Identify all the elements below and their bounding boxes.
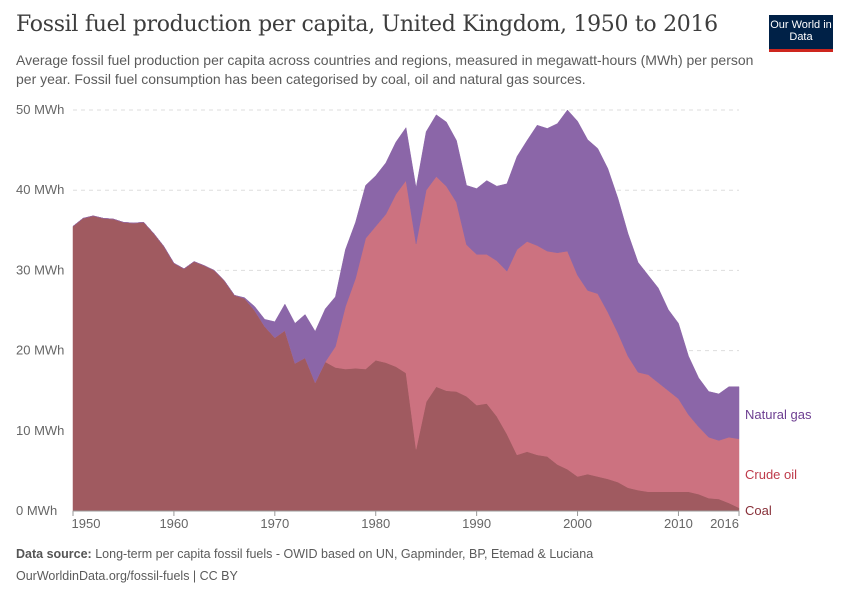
- legend-label-crude-oil: Crude oil: [745, 467, 797, 482]
- source-text: Long-term per capita fossil fuels - OWID…: [95, 547, 594, 561]
- x-tick-label: 2016: [710, 516, 739, 531]
- chart-subtitle: Average fossil fuel production per capit…: [16, 52, 754, 87]
- y-tick-label: 10 MWh: [16, 423, 64, 438]
- y-tick-label: 40 MWh: [16, 182, 64, 197]
- x-tick-label: 1960: [159, 516, 188, 531]
- source-label: Data source:: [16, 547, 92, 561]
- legend-label-natural-gas: Natural gas: [745, 407, 812, 422]
- x-tick-label: 1990: [462, 516, 491, 531]
- chart-title: Fossil fuel production per capita, Unite…: [16, 12, 718, 37]
- area-natural-gas: [72, 109, 740, 441]
- x-tick-label: 2000: [563, 516, 592, 531]
- url-license[interactable]: OurWorldinData.org/fossil-fuels | CC BY: [16, 569, 238, 583]
- x-tick-label: 1970: [260, 516, 289, 531]
- data-source: Data source: Long-term per capita fossil…: [16, 547, 593, 561]
- x-tick-label: 1980: [361, 516, 390, 531]
- legend-label-coal: Coal: [745, 503, 772, 518]
- y-tick-label: 50 MWh: [16, 102, 64, 117]
- x-tick-label: 1950: [72, 516, 101, 531]
- x-tick-label: 2010: [664, 516, 693, 531]
- y-tick-label: 30 MWh: [16, 262, 64, 277]
- y-tick-label: 0 MWh: [16, 503, 57, 518]
- owid-logo[interactable]: Our World in Data: [769, 15, 833, 52]
- y-tick-label: 20 MWh: [16, 343, 64, 358]
